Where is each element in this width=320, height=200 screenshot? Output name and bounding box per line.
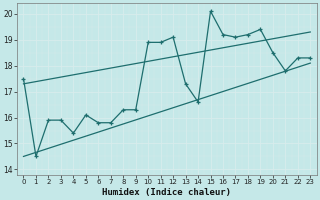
X-axis label: Humidex (Indice chaleur): Humidex (Indice chaleur): [102, 188, 231, 197]
